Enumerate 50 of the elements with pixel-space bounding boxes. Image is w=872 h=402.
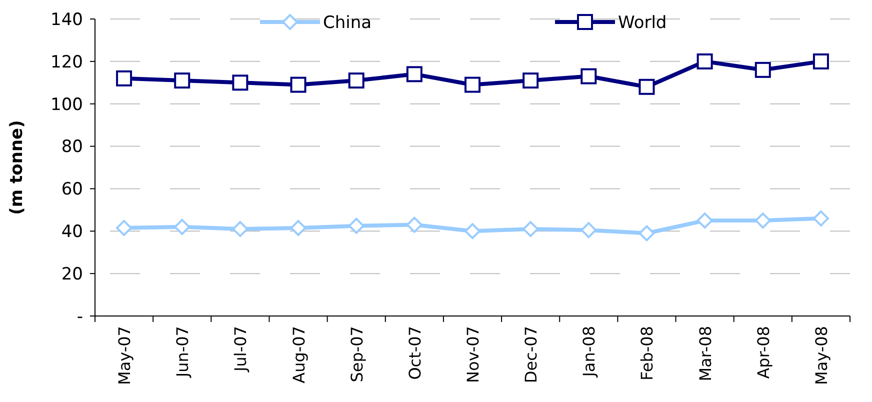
y-tick-label: 100 <box>50 94 83 115</box>
point <box>174 218 190 235</box>
point <box>580 222 597 238</box>
point <box>464 76 480 93</box>
point <box>754 62 771 78</box>
point <box>812 53 829 70</box>
x-tick-label: Oct-07 <box>405 326 424 380</box>
point <box>754 212 771 229</box>
x-tick-label: May-08 <box>812 326 831 385</box>
point <box>812 210 829 226</box>
x-tick-label: Mar-08 <box>696 326 715 382</box>
point <box>174 72 190 89</box>
point <box>290 220 306 236</box>
x-tick-label: Feb-08 <box>638 326 657 380</box>
x-tick-label: May-07 <box>115 326 134 385</box>
point <box>406 216 422 233</box>
y-tick-label: 40 <box>61 222 83 242</box>
y-tick-label: 140 <box>50 10 83 30</box>
y-tick-label: - <box>76 306 83 327</box>
point <box>696 53 713 70</box>
point <box>522 72 539 89</box>
point <box>116 70 132 86</box>
y-tick-label: 120 <box>50 52 83 72</box>
point <box>464 223 480 240</box>
x-tick-label: Sep-07 <box>347 326 366 382</box>
point <box>406 66 422 82</box>
point <box>232 74 248 91</box>
y-tick-label: 60 <box>61 180 83 200</box>
y-tick-label: 20 <box>61 264 83 285</box>
point <box>232 221 248 238</box>
x-tick-label: Jan-08 <box>580 326 599 378</box>
x-tick-label: Apr-08 <box>754 326 773 379</box>
point <box>290 76 306 93</box>
legend-label: World <box>618 12 667 33</box>
x-tick-label: Dec-07 <box>522 326 541 384</box>
point <box>696 212 713 229</box>
point <box>638 225 655 242</box>
y-axis-title: (m tonne) <box>7 120 27 215</box>
x-tick-label: Jun-07 <box>173 326 192 378</box>
point <box>580 68 597 84</box>
point <box>522 221 539 238</box>
point <box>348 218 364 234</box>
x-tick-label: Nov-07 <box>464 326 482 383</box>
x-tick-label: Aug-07 <box>289 326 308 384</box>
point <box>348 72 364 89</box>
y-tick-label: 80 <box>61 137 83 158</box>
point <box>638 78 655 95</box>
x-tick-label: Jul-07 <box>231 326 250 372</box>
point <box>116 220 132 236</box>
legend-label: China <box>323 12 372 33</box>
